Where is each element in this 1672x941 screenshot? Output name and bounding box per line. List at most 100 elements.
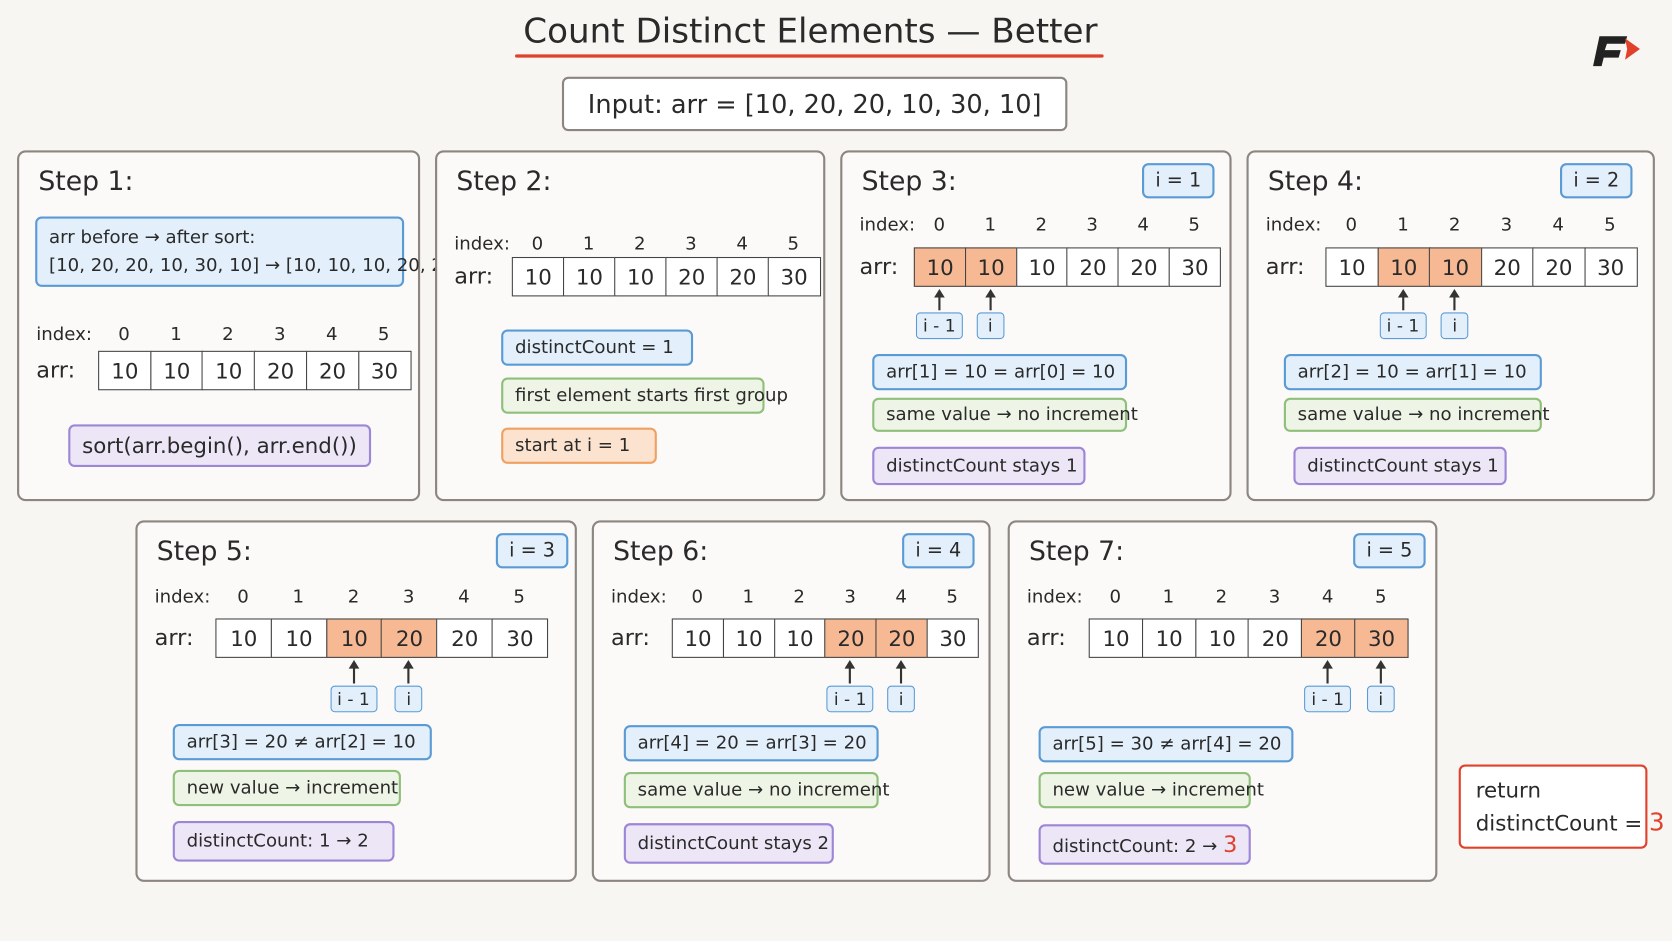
array-cell: 10 xyxy=(614,256,667,297)
index-number: 3 xyxy=(1268,586,1281,608)
pointer-arrowhead xyxy=(1449,288,1461,298)
index-number: 5 xyxy=(946,586,958,608)
index-number: 1 xyxy=(582,233,595,255)
pointer-arrow xyxy=(1401,293,1405,311)
array-cell: 20 xyxy=(1066,247,1120,287)
note-line: arr[3] = 20 ≠ arr[2] = 10 xyxy=(187,731,430,752)
pointer-arrowhead xyxy=(933,288,945,298)
note-line: distinctCount = 1 xyxy=(515,337,691,358)
pointer-arrow xyxy=(849,664,852,684)
note: distinctCount: 1 → 2 xyxy=(172,821,395,862)
note-line: arr[4] = 20 = arr[3] = 20 xyxy=(638,733,877,754)
arr-label: arr: xyxy=(1026,624,1066,651)
index-number: 4 xyxy=(1137,214,1149,236)
index-number: 4 xyxy=(1321,586,1334,608)
pointer-arrowhead xyxy=(1322,660,1333,669)
pointer-label: i - 1 xyxy=(1379,312,1427,340)
array-cell: 10 xyxy=(215,618,273,658)
array-cell: 10 xyxy=(671,618,725,658)
note-line: start at i = 1 xyxy=(515,435,655,456)
pointer-arrowhead xyxy=(844,660,856,669)
pointer-arrow xyxy=(938,293,941,311)
array-cell: 20 xyxy=(1247,618,1303,658)
index-number: 4 xyxy=(1552,214,1564,236)
arr-label: arr: xyxy=(1265,253,1305,280)
pointer-arrowhead xyxy=(1397,288,1409,298)
index-number: 0 xyxy=(118,324,130,346)
note-text: new value → increment xyxy=(186,777,399,799)
pointer-arrow xyxy=(1453,293,1456,311)
pointer-label: i xyxy=(1366,685,1395,713)
step-panel: Step 4: i = 2 index: arr: 0 1 2 3 4 5 10 10 10 20 20 30… xyxy=(1246,150,1655,502)
step-panel: Step 1: index: arr: 0 1 2 3 4 5 10 10 10 20 20 30 arr b… xyxy=(17,150,497,502)
note-line: first element starts first group xyxy=(515,385,788,406)
pointer-label: i xyxy=(887,685,915,713)
step-panel: Step 2: index: arr: 0 1 2 3 4 5 10 10 10 20 20 30 disti… xyxy=(435,150,826,502)
pointer-arrow xyxy=(1379,664,1382,684)
note: sort(arr.begin(), arr.end()) xyxy=(68,424,372,468)
arr-label: arr: xyxy=(154,624,194,651)
pointer-arrow xyxy=(1326,664,1329,684)
pointer-label: i - 1 xyxy=(826,685,874,713)
index-number: 5 xyxy=(787,233,800,255)
note-text: distinctCount stays 1 xyxy=(886,455,1078,477)
index-number: 0 xyxy=(691,586,704,608)
note-text: arr[1] = 10 = arr[0] = 10 xyxy=(886,361,1116,383)
note-line: same value → no increment xyxy=(1298,404,1550,425)
note: same value → no increment xyxy=(1283,397,1550,432)
index-number: 5 xyxy=(377,324,390,346)
note-text: same value → no increment xyxy=(637,779,890,801)
note-text: same value → no increment xyxy=(886,404,1138,426)
array-cell: 20 xyxy=(665,256,719,297)
note-text: start at i = 1 xyxy=(515,435,631,457)
result-text: distinctCount = xyxy=(1475,810,1649,836)
array-cell: 10 xyxy=(270,618,328,658)
index-number: 1 xyxy=(742,586,754,608)
step-title: Step 6: xyxy=(613,535,709,567)
array-cell: 30 xyxy=(767,256,821,297)
index-number: 1 xyxy=(1397,214,1409,236)
step-panel: Step 3: i = 1 index: arr: 0 1 2 3 4 5 10 10 10 20 20 30… xyxy=(840,150,1232,502)
index-number: 3 xyxy=(1500,214,1513,236)
index-label: index: xyxy=(610,586,667,608)
array-cell: 20 xyxy=(381,618,438,658)
array-cell: 20 xyxy=(875,618,929,658)
index-number: 0 xyxy=(1345,214,1358,236)
array-cell: 20 xyxy=(1301,618,1356,658)
index-number: 5 xyxy=(513,586,525,608)
input-box: Input: arr = [10, 20, 20, 10, 30, 10] xyxy=(561,76,1068,132)
note: new value → increment xyxy=(1038,772,1264,809)
index-number: 5 xyxy=(1374,586,1387,608)
array-cell: 30 xyxy=(491,618,549,658)
note-line: distinctCount: 2 → 3 xyxy=(1052,832,1248,858)
note: same value → no increment xyxy=(872,397,1138,432)
step-panel: Step 7: i = 5 index: arr: 0 1 2 3 4 5 10 10 10 20 20 30… xyxy=(1007,520,1438,882)
note-line: [10, 20, 20, 10, 30, 10] → [10, 10, 10, … xyxy=(49,254,497,277)
index-number: 1 xyxy=(1162,586,1175,608)
index-number: 2 xyxy=(633,233,646,255)
note-text: same value → no increment xyxy=(1297,404,1550,426)
index-number: 2 xyxy=(222,324,234,346)
note: new value → increment xyxy=(172,769,401,807)
array-cell: 10 xyxy=(1088,618,1144,658)
note-line: arr[5] = 30 ≠ arr[4] = 20 xyxy=(1052,734,1291,755)
array-cell: 20 xyxy=(1532,247,1586,287)
index-number: 2 xyxy=(1035,214,1048,236)
pointer-arrowhead xyxy=(1375,660,1387,669)
pointer-arrow xyxy=(900,664,903,684)
note-text: distinctCount: 2 → xyxy=(1052,835,1224,858)
pointer-label: i xyxy=(1440,312,1469,340)
note-line: arr[1] = 10 = arr[0] = 10 xyxy=(886,361,1125,382)
array-cell: 20 xyxy=(716,256,770,297)
step-title: Step 2: xyxy=(456,165,552,197)
array-cell: 10 xyxy=(98,350,152,391)
array-cell: 20 xyxy=(436,618,494,658)
index-number: 2 xyxy=(793,586,805,608)
note-text: distinctCount stays 2 xyxy=(637,832,830,855)
array-cell: 10 xyxy=(773,618,827,658)
note-line: new value → increment xyxy=(1052,779,1264,800)
note-text: first element starts first group xyxy=(515,384,788,407)
array-cell: 10 xyxy=(150,350,204,391)
step-badge: i = 4 xyxy=(902,533,975,569)
